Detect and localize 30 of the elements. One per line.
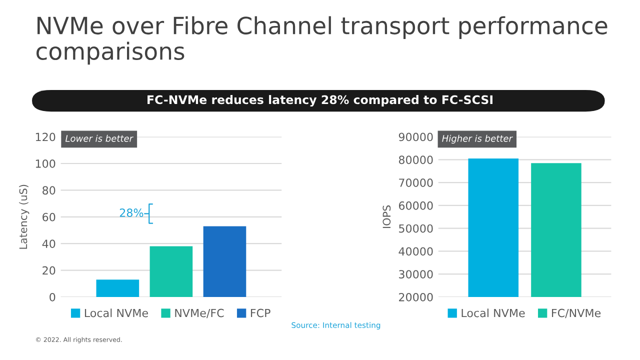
legend-label: NVMe/FC bbox=[175, 308, 224, 318]
y-tick-label: 60 bbox=[42, 212, 56, 222]
y-tick-label: 80000 bbox=[398, 156, 433, 164]
bar bbox=[150, 246, 193, 297]
y-tick-label: 60000 bbox=[398, 201, 433, 210]
y-tick-label: 100 bbox=[36, 159, 56, 168]
y-tick-label: 90000 bbox=[398, 132, 433, 142]
bar bbox=[96, 280, 140, 297]
annotation: 28% bbox=[120, 208, 144, 217]
legend-label: Local NVMe bbox=[84, 308, 148, 318]
y-tick-label: 40000 bbox=[398, 247, 433, 256]
annotation: Lower is better bbox=[65, 134, 134, 142]
y-tick-label: 120 bbox=[36, 132, 56, 142]
legend-label: FC/NVMe bbox=[552, 308, 601, 318]
y-axis-title: Latency (uS) bbox=[19, 184, 30, 249]
y-tick-label: 0 bbox=[50, 292, 56, 302]
legend-label: FCP bbox=[250, 308, 270, 318]
bar bbox=[203, 226, 246, 297]
y-axis-title: IOPS bbox=[382, 205, 391, 228]
y-tick-label: 30000 bbox=[399, 270, 433, 278]
text: FC-NVMe reduces latency 28% compared to FC-SCSI bbox=[148, 95, 492, 107]
y-tick-label: 40 bbox=[42, 240, 56, 248]
chart-title: NVMe over Fibre Channel transport performance comparisons bbox=[36, 16, 608, 65]
annotation: Higher is better bbox=[442, 134, 513, 144]
y-tick-label: 20 bbox=[42, 266, 56, 275]
legend-label: Local NVMe bbox=[462, 308, 525, 318]
y-tick-label: 20000 bbox=[399, 292, 433, 302]
y-tick-label: 70000 bbox=[399, 178, 433, 187]
y-tick-label: 50000 bbox=[399, 224, 433, 233]
y-tick-label: 80 bbox=[42, 186, 56, 195]
